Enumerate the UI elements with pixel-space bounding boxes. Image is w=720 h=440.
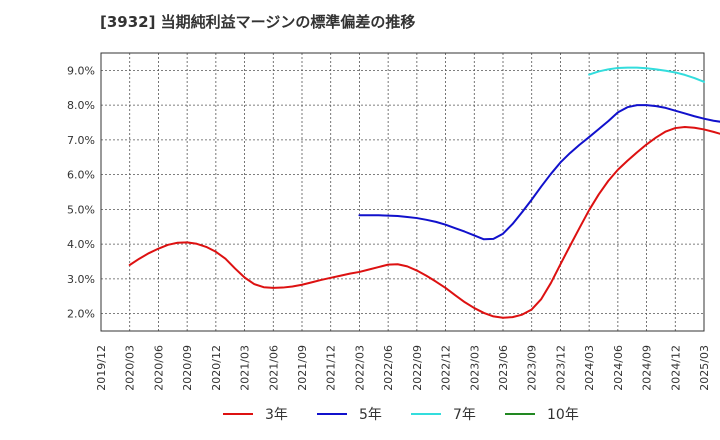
- x-tick-label: 2023/12: [554, 345, 567, 391]
- plot-area: [101, 53, 704, 331]
- x-tick-label: 2023/09: [526, 345, 539, 391]
- legend-label-3: 10年: [547, 407, 579, 423]
- x-tick-label: 2024/12: [669, 345, 682, 391]
- y-tick-label: 6.0%: [67, 169, 95, 182]
- x-tick-label: 2022/09: [411, 345, 424, 391]
- x-tick-label: 2022/12: [440, 345, 453, 391]
- series-layer: [128, 66, 720, 319]
- x-tick-label: 2024/06: [612, 345, 625, 391]
- y-tick-label: 8.0%: [67, 99, 95, 112]
- legend-label-1: 5年: [359, 407, 382, 423]
- plot-frame: [100, 52, 705, 332]
- x-tick-label: 2021/12: [325, 345, 338, 391]
- x-tick-label: 2021/09: [296, 345, 309, 391]
- grid-layer: [101, 53, 704, 331]
- legend-label-2: 7年: [453, 407, 476, 423]
- series-line-2: [588, 66, 705, 83]
- chart-title: [3932] 当期純利益マージンの標準偏差の推移: [100, 13, 416, 31]
- y-tick-label: 3.0%: [67, 273, 95, 286]
- x-tick-label: 2020/09: [181, 345, 194, 391]
- series-line-0: [128, 126, 720, 319]
- x-tick-label: 2022/06: [382, 345, 395, 391]
- x-tick-label: 2021/06: [267, 345, 280, 391]
- x-tick-label: 2019/12: [95, 345, 108, 391]
- series-line-1: [358, 104, 720, 241]
- y-tick-label: 4.0%: [67, 238, 95, 251]
- legend: 3年 5年 7年 10年: [223, 407, 579, 423]
- x-tick-label: 2020/03: [124, 345, 137, 391]
- x-tick-label: 2021/03: [239, 345, 252, 391]
- y-tick-label: 9.0%: [67, 64, 95, 77]
- x-tick-label: 2024/09: [641, 345, 654, 391]
- x-tick-label: 2020/06: [152, 345, 165, 391]
- y-tick-label: 7.0%: [67, 134, 95, 147]
- x-tick-label: 2023/06: [497, 345, 510, 391]
- x-tick-label: 2023/03: [468, 345, 481, 391]
- x-tick-label: 2020/12: [210, 345, 223, 391]
- x-tick-label: 2025/03: [698, 345, 711, 391]
- legend-label-0: 3年: [265, 407, 288, 423]
- y-tick-label: 2.0%: [67, 308, 95, 321]
- y-tick-label: 5.0%: [67, 203, 95, 216]
- x-tick-label: 2024/03: [583, 345, 596, 391]
- x-tick-label: 2022/03: [353, 345, 366, 391]
- axis-layer: 2019/12 2020/03 2020/06 2020/09 2020/12 2021/…: [67, 52, 711, 391]
